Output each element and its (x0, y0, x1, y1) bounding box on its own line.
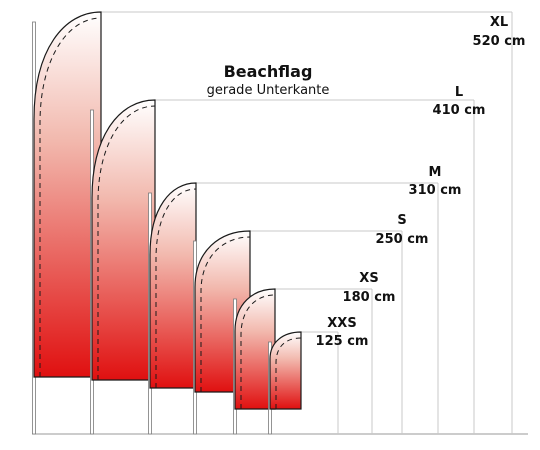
flag-sleeve-xxs (275, 337, 302, 409)
height-guides (101, 11, 513, 434)
flag-xl (33, 11, 102, 378)
flag-sleeve-l (97, 105, 156, 380)
height-label-m: 310 cm (409, 183, 462, 198)
flag-xs (234, 288, 276, 410)
size-label-s: S (397, 213, 406, 228)
flag-xxs (269, 331, 302, 410)
flag-l (91, 99, 156, 381)
size-label-m: M (429, 165, 442, 180)
size-labels: XL 520 cm L 410 cm M 310 cmS 250 cm XS 180 cm XXS… (316, 15, 526, 349)
flag-sleeve-m (155, 188, 197, 388)
size-label-xs: XS (359, 271, 378, 286)
flags (32, 11, 302, 435)
size-label-xxs: XXS (327, 316, 356, 331)
height-label-xs: 180 cm (343, 290, 396, 305)
flag-sleeve-s (200, 236, 251, 392)
height-label-l: 410 cm (433, 103, 486, 118)
diagram-subtitle: gerade Unterkante (207, 83, 330, 98)
height-label-xxs: 125 cm (316, 334, 369, 349)
diagram-title: Beachflag (224, 62, 313, 81)
height-label-s: 250 cm (376, 232, 429, 247)
flag-sleeve-xl (39, 17, 102, 377)
flag-sleeve-xs (240, 294, 276, 409)
height-label-xl: 520 cm (473, 34, 526, 49)
flag-m (149, 182, 197, 389)
size-label-xl: XL (490, 15, 508, 30)
size-label-l: L (455, 85, 463, 100)
